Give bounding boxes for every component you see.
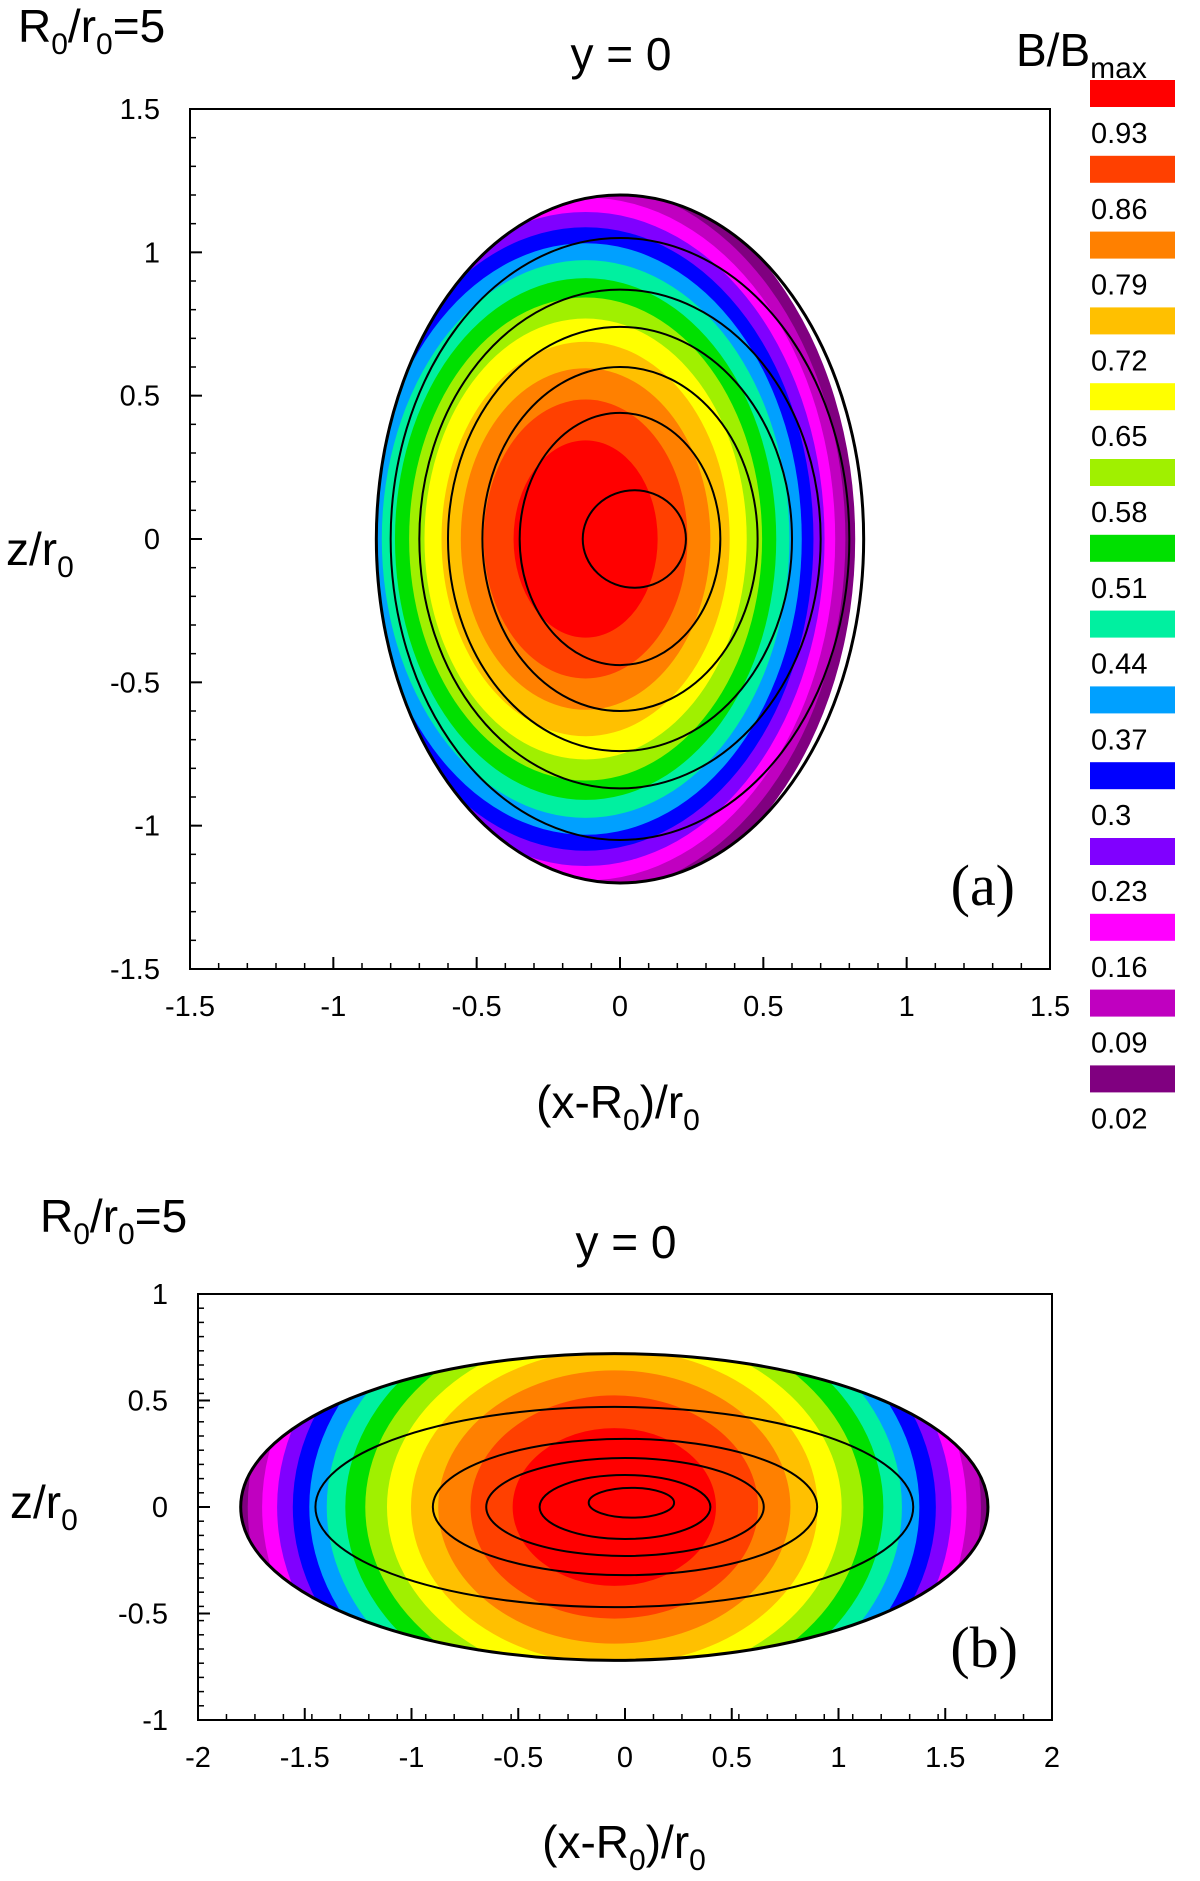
colorbar-label: 0.02 <box>1091 1103 1147 1135</box>
x-tick-label: -2 <box>185 1742 211 1774</box>
y-tick-label: -0.5 <box>118 1599 168 1631</box>
y-tick-label: 0.5 <box>128 1386 168 1418</box>
x-tick-label: -1 <box>399 1742 425 1774</box>
colorbar-swatch <box>1090 1065 1175 1093</box>
field-map-b <box>240 1353 988 1661</box>
colorbar: 0.93 0.86 0.79 0.72 0.65 0.58 0.51 0.44 0.37 0.3 0… <box>1090 80 1175 1135</box>
colorbar-swatch <box>1090 80 1175 107</box>
axis-ticks-a: -1.5 -1 -0.5 0 0.5 1 1.5 1.5 1 0.5 0 -0.5 -1 -1.5 <box>110 94 1070 1023</box>
contour-line <box>485 1457 765 1557</box>
panel-b-ylabel: z/r0 <box>10 1476 78 1537</box>
x-tick-label: 1 <box>899 991 915 1023</box>
colorbar-swatch <box>1090 686 1175 714</box>
colorbar-swatch <box>1090 459 1175 486</box>
y-tick-label: 0 <box>152 1492 168 1524</box>
y-tick-label: -0.5 <box>110 667 160 699</box>
colorbar-swatch <box>1090 610 1175 638</box>
panel-a-title: y = 0 <box>570 28 671 80</box>
colorbar-swatch <box>1090 762 1175 790</box>
boundary-outline-b <box>239 1352 990 1662</box>
colorbar-label: 0.16 <box>1091 952 1147 984</box>
panel-b-corner-label: R0/r0=5 <box>40 1190 187 1251</box>
colorbar-label: 0.09 <box>1091 1028 1147 1060</box>
x-tick-label: 1.5 <box>925 1742 965 1774</box>
y-tick-label: 0 <box>144 524 160 556</box>
y-tick-label: -1.5 <box>110 954 160 986</box>
contour-line <box>447 325 793 753</box>
colorbar-label: 0.72 <box>1091 345 1147 377</box>
contour-line <box>581 489 687 589</box>
x-tick-label: -0.5 <box>493 1742 543 1774</box>
axis-ticks-b: -2 -1.5 -1 -0.5 0 0.5 1 1.5 2 1 0.5 0 -0.5 -1 <box>118 1279 1060 1774</box>
colorbar-swatch <box>1090 989 1175 1017</box>
y-tick-label: 0.5 <box>120 381 160 413</box>
contour-line <box>389 237 851 841</box>
field-map-a <box>376 195 856 883</box>
x-tick-label: 2 <box>1044 1742 1060 1774</box>
colorbar-label: 0.93 <box>1091 118 1147 150</box>
colorbar-swatch <box>1090 383 1175 411</box>
contour-line <box>431 1437 819 1577</box>
x-tick-label: 1 <box>830 1742 846 1774</box>
colorbar-label: 0.3 <box>1091 800 1131 832</box>
colorbar-swatch <box>1090 838 1175 865</box>
contour-lines-b <box>314 1405 915 1609</box>
y-tick-label: 1 <box>152 1279 168 1311</box>
colorbar-swatch <box>1090 307 1175 335</box>
colorbar-label: 0.51 <box>1091 573 1147 605</box>
field-band <box>513 440 658 638</box>
colorbar-label: 0.79 <box>1091 270 1147 302</box>
y-tick-label: -1 <box>142 1705 168 1737</box>
colorbar-swatch <box>1090 231 1175 259</box>
x-tick-label: -1.5 <box>280 1742 330 1774</box>
colorbar-label: 0.44 <box>1091 649 1147 681</box>
colorbar-label: 0.37 <box>1091 724 1147 756</box>
contour-line <box>538 1474 712 1540</box>
panel-b: -2 -1.5 -1 -0.5 0 0.5 1 1.5 2 1 0.5 0 -0.5 -1 (b) z/r… <box>10 1279 1060 1877</box>
contour-line <box>587 1486 676 1519</box>
panel-b-xlabel: (x-R0)/r0 <box>542 1816 706 1877</box>
colorbar-label: 0.65 <box>1091 421 1147 453</box>
panel-a-corner-label: R0/r0=5 <box>18 0 165 61</box>
x-tick-label: 1.5 <box>1030 991 1070 1023</box>
panel-b-tag: (b) <box>950 1615 1018 1680</box>
panel-a-ylabel: z/r0 <box>6 523 74 584</box>
contour-lines-a <box>389 237 851 841</box>
contour-line <box>314 1405 915 1609</box>
x-tick-label: -1.5 <box>165 991 215 1023</box>
y-tick-label: 1 <box>144 237 160 269</box>
colorbar-swatch <box>1090 913 1175 941</box>
colorbar-swatch <box>1090 155 1175 183</box>
x-tick-label: 0.5 <box>712 1742 752 1774</box>
contour-line <box>481 366 759 712</box>
panel-b-title: y = 0 <box>575 1216 676 1268</box>
x-tick-label: 0 <box>617 1742 633 1774</box>
colorbar-label: 0.58 <box>1091 497 1147 529</box>
x-tick-label: 0 <box>612 991 628 1023</box>
y-tick-label: -1 <box>134 811 160 843</box>
panel-a: -1.5 -1 -0.5 0 0.5 1 1.5 1.5 1 0.5 0 -0.5 -1 -1.5 (a)… <box>6 94 1070 1137</box>
boundary-outline-a <box>374 193 866 885</box>
colorbar-label: 0.23 <box>1091 876 1147 908</box>
contour-line <box>418 288 822 790</box>
panel-a-xlabel: (x-R0)/r0 <box>536 1076 700 1137</box>
field-band <box>512 1428 717 1586</box>
x-tick-label: -0.5 <box>452 991 502 1023</box>
colorbar-swatch <box>1090 534 1175 562</box>
y-tick-label: 1.5 <box>120 94 160 126</box>
colorbar-label: 0.86 <box>1091 194 1147 226</box>
contour-line <box>518 411 722 667</box>
panel-a-tag: (a) <box>951 853 1015 918</box>
x-tick-label: -1 <box>320 991 346 1023</box>
x-tick-label: 0.5 <box>743 991 783 1023</box>
colorbar-title: B/Bmax <box>1016 24 1147 85</box>
